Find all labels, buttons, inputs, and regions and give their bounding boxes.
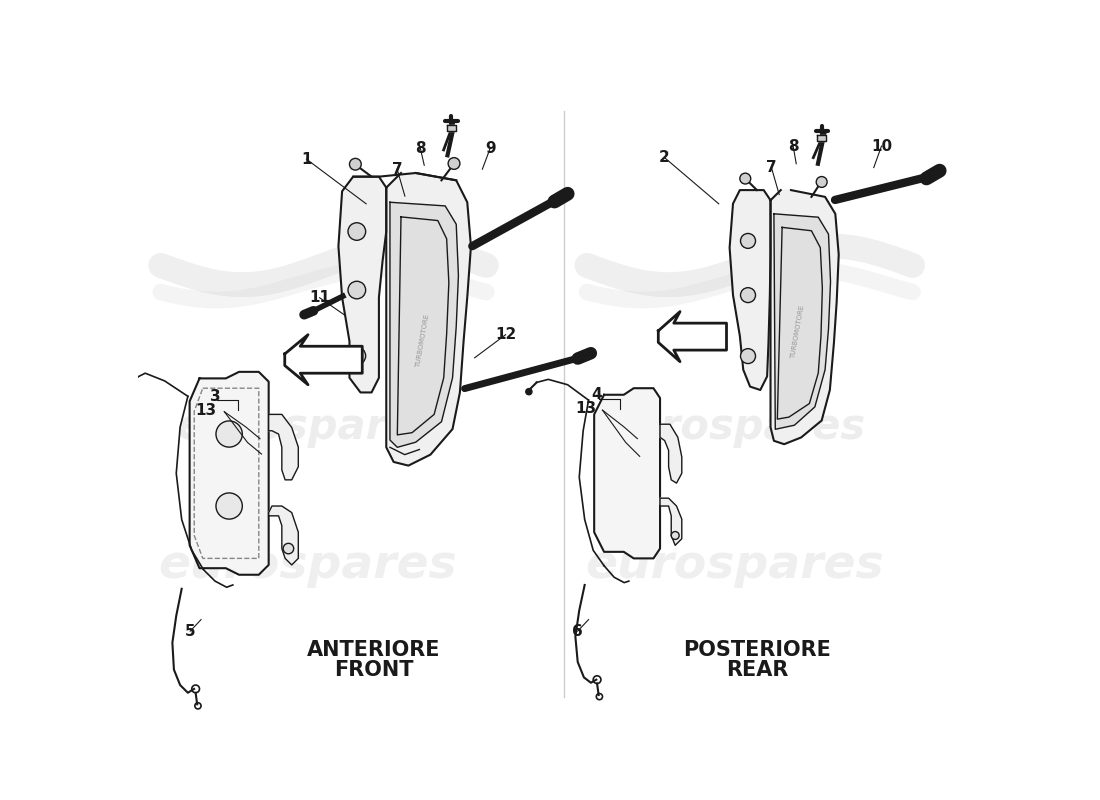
Circle shape <box>348 222 365 240</box>
Text: 13: 13 <box>195 402 217 418</box>
Circle shape <box>671 531 679 539</box>
Circle shape <box>526 389 532 394</box>
Text: FRONT: FRONT <box>334 660 414 680</box>
Text: 11: 11 <box>309 290 330 306</box>
Circle shape <box>740 173 750 184</box>
Bar <box>447 126 456 131</box>
Text: eurospares: eurospares <box>176 406 440 448</box>
Text: 5: 5 <box>185 624 196 638</box>
Circle shape <box>740 234 756 248</box>
Circle shape <box>740 288 756 302</box>
Circle shape <box>348 282 365 299</box>
Polygon shape <box>390 202 459 447</box>
Text: 8: 8 <box>788 138 799 154</box>
Circle shape <box>283 543 294 554</box>
Text: 13: 13 <box>575 401 596 416</box>
Text: 10: 10 <box>871 138 892 154</box>
Polygon shape <box>386 173 471 466</box>
Polygon shape <box>660 424 682 483</box>
Circle shape <box>348 347 365 365</box>
Text: eurospares: eurospares <box>585 543 883 588</box>
Circle shape <box>740 349 756 363</box>
Polygon shape <box>774 214 830 430</box>
Circle shape <box>126 383 133 390</box>
Text: 7: 7 <box>766 160 777 175</box>
Text: POSTERIORE: POSTERIORE <box>683 640 832 660</box>
Text: 4: 4 <box>591 387 602 402</box>
Text: eurospares: eurospares <box>158 543 458 588</box>
Circle shape <box>816 177 827 187</box>
Polygon shape <box>339 177 386 393</box>
Polygon shape <box>770 190 838 444</box>
Circle shape <box>216 421 242 447</box>
Text: 3: 3 <box>210 389 220 404</box>
Text: TURBOMOTORE: TURBOMOTORE <box>416 314 431 369</box>
Polygon shape <box>268 506 298 565</box>
Polygon shape <box>189 372 268 574</box>
Bar <box>817 135 826 142</box>
Text: eurospares: eurospares <box>603 406 866 448</box>
Circle shape <box>448 158 460 170</box>
Text: 9: 9 <box>485 141 495 156</box>
Polygon shape <box>729 190 770 390</box>
Polygon shape <box>268 414 298 480</box>
Polygon shape <box>660 498 682 546</box>
Text: 8: 8 <box>415 141 426 156</box>
Text: 1: 1 <box>301 152 311 166</box>
Polygon shape <box>594 388 660 558</box>
Polygon shape <box>285 334 362 385</box>
Text: 6: 6 <box>572 624 583 638</box>
Text: ANTERIORE: ANTERIORE <box>307 640 441 660</box>
Text: 2: 2 <box>659 150 670 165</box>
Text: 7: 7 <box>392 162 403 177</box>
Text: 12: 12 <box>495 327 516 342</box>
Text: TURBOMOTORE: TURBOMOTORE <box>790 305 805 360</box>
Circle shape <box>350 158 361 170</box>
Text: REAR: REAR <box>726 660 789 680</box>
Polygon shape <box>658 312 726 362</box>
Circle shape <box>216 493 242 519</box>
